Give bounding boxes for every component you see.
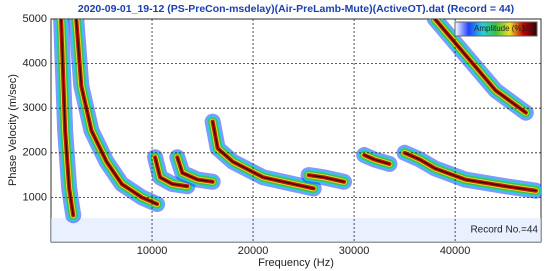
x-tick-label: 40000 (440, 245, 471, 257)
x-axis-label: Frequency (Hz) (258, 257, 334, 269)
record-annotation: Record No.=44 (470, 225, 538, 236)
y-tick-label: 4000 (23, 58, 47, 70)
chart-title: 2020-09-01_19-12 (PS-PreCon-msdelay)(Air… (78, 3, 514, 15)
chart: 2020-09-01_19-12 (PS-PreCon-msdelay)(Air… (0, 0, 549, 271)
x-tick-label: 10000 (137, 245, 168, 257)
colorbar-label: Amplitude (%) (474, 24, 525, 33)
y-tick-label: 5000 (23, 13, 47, 25)
noise-band (51, 218, 541, 242)
x-tick-label: 30000 (339, 245, 370, 257)
y-tick-label: 3000 (23, 102, 47, 114)
y-tick-label: 1000 (23, 191, 47, 203)
y-tick-label: 2000 (23, 147, 47, 159)
colorbar-max: 100 (522, 24, 536, 33)
x-tick-label: 20000 (238, 245, 269, 257)
y-axis-label: Phase Velocity (m/sec) (7, 74, 19, 186)
